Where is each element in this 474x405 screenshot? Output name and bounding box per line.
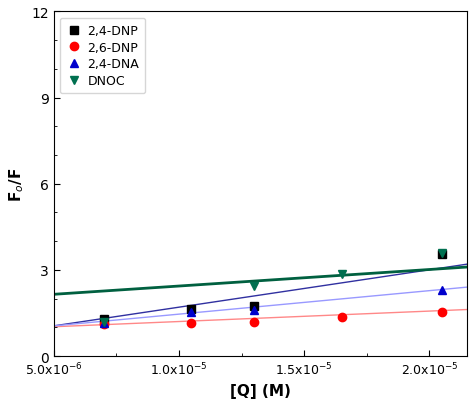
Legend: 2,4-DNP, 2,6-DNP, 2,4-DNA, DNOC: 2,4-DNP, 2,6-DNP, 2,4-DNA, DNOC	[60, 19, 146, 94]
DNOC	[439, 251, 445, 256]
Line: 2,4-DNA: 2,4-DNA	[100, 286, 446, 327]
Y-axis label: F$_o$/F: F$_o$/F	[7, 167, 26, 201]
Line: 2,4-DNP: 2,4-DNP	[100, 250, 446, 323]
2,6-DNP	[439, 309, 445, 314]
DNOC	[101, 320, 107, 324]
DNOC	[251, 284, 257, 288]
2,6-DNP	[339, 315, 345, 320]
2,4-DNP	[251, 304, 257, 309]
X-axis label: [Q] (M): [Q] (M)	[230, 383, 291, 398]
DNOC	[339, 272, 345, 277]
Line: DNOC: DNOC	[100, 249, 446, 326]
2,6-DNP	[101, 322, 107, 327]
2,4-DNP	[101, 316, 107, 321]
2,4-DNA	[189, 309, 194, 314]
2,6-DNP	[189, 321, 194, 326]
2,4-DNA	[439, 288, 445, 293]
2,4-DNA	[101, 321, 107, 326]
2,4-DNA	[251, 308, 257, 313]
2,4-DNP	[189, 307, 194, 311]
2,6-DNP	[251, 320, 257, 324]
Line: 2,6-DNP: 2,6-DNP	[100, 308, 446, 329]
2,4-DNP	[439, 252, 445, 257]
